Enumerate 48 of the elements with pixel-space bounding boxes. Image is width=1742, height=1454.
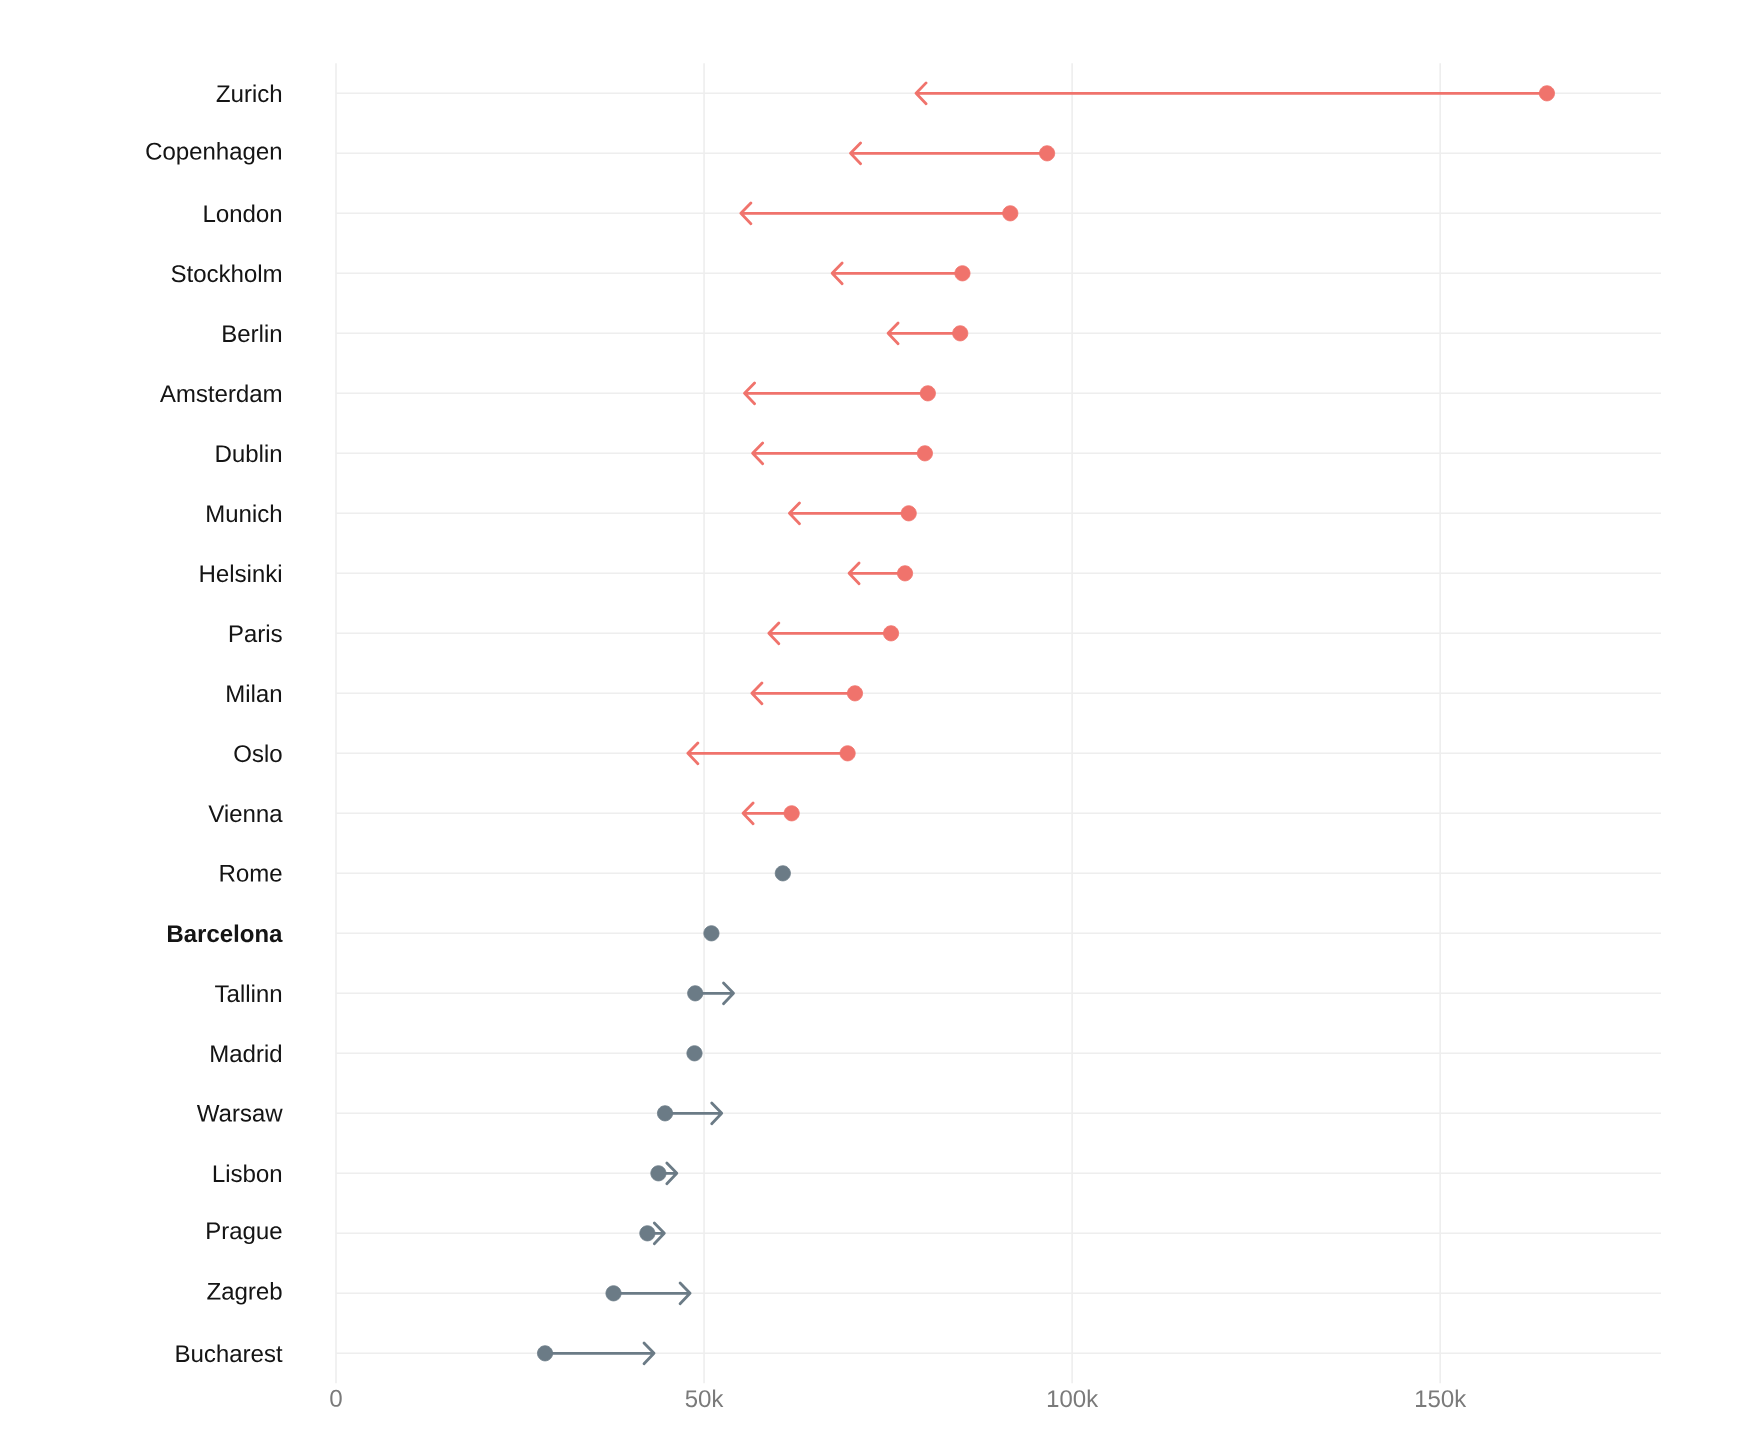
y-tick-label: Amsterdam (159, 384, 282, 403)
y-tick-label: Rome (220, 864, 282, 882)
y-tick-label: Stockholm (171, 264, 281, 283)
point (537, 1345, 554, 1362)
y-tick-label: Warsaw (196, 1104, 283, 1122)
point (839, 745, 856, 762)
y-tick-label: London (204, 204, 282, 223)
point (1002, 205, 1019, 222)
point (657, 1105, 674, 1122)
y-tick-label: Berlin (223, 324, 282, 343)
point (605, 1285, 622, 1302)
point (900, 505, 917, 522)
point (639, 1225, 656, 1242)
point (919, 385, 936, 402)
y-tick-label: Prague (207, 1222, 282, 1245)
point (916, 445, 933, 462)
point (1538, 85, 1555, 102)
point (703, 925, 720, 942)
y-tick-label: Dublin (216, 444, 282, 463)
point (1039, 145, 1056, 162)
y-tick-label: Lisbon (213, 1164, 282, 1183)
point (687, 985, 704, 1002)
point (846, 685, 863, 702)
point (783, 805, 800, 822)
y-tick-label: Oslo (234, 744, 282, 763)
y-tick-label: Paris (229, 624, 282, 643)
y-tick-label: Zagreb (207, 1282, 282, 1305)
y-tick-label: Copenhagen (146, 142, 281, 165)
x-tick-label: 0 (330, 1389, 342, 1407)
point (883, 625, 900, 642)
y-tick-label: Madrid (211, 1044, 282, 1063)
y-tick-label: Munich (207, 504, 282, 523)
point (686, 1045, 703, 1062)
point (952, 325, 969, 342)
x-tick-label: 150k (1416, 1389, 1467, 1408)
y-tick-label: Helsinki (200, 564, 281, 583)
point (774, 865, 791, 882)
y-tick-label: Zurich (216, 84, 282, 103)
y-tick-label: Bucharest (176, 1344, 283, 1363)
y-tick-label: Tallinn (215, 984, 282, 1003)
x-tick-label: 100k (1047, 1389, 1099, 1408)
y-tick-label: Milan (227, 684, 282, 703)
y-tick-label: Vienna (208, 804, 283, 823)
x-tick-label: 50k (685, 1389, 724, 1408)
point (650, 1165, 667, 1182)
point (897, 565, 914, 582)
y-tick-label: Barcelona (167, 924, 283, 943)
point (954, 265, 971, 282)
